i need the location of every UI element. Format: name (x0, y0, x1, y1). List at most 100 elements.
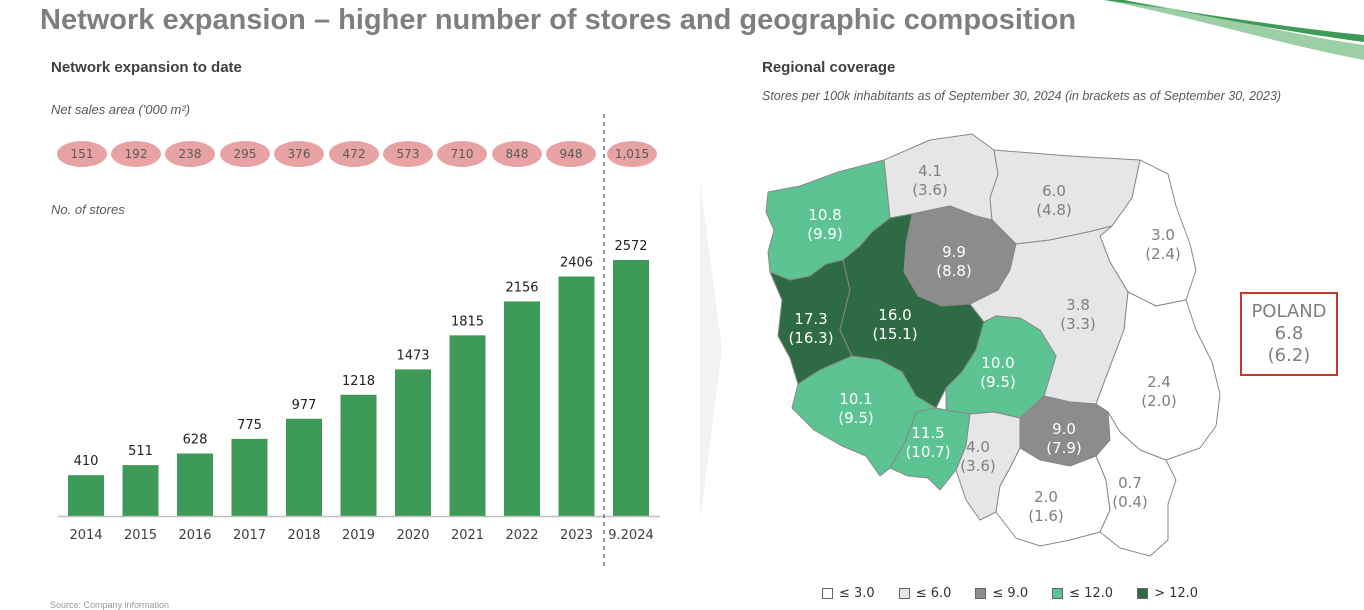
region-prev-value-label: (4.8) (1036, 201, 1072, 219)
region-value-label: 9.9 (942, 243, 966, 261)
legend-label: ≤ 3.0 (839, 586, 875, 601)
x-tick-label: 2015 (124, 528, 157, 543)
region-value-label: 4.1 (918, 162, 942, 180)
region-prev-value-label: (3.6) (912, 181, 948, 199)
region-value-label: 16.0 (878, 306, 911, 324)
x-tick-label: 2017 (233, 528, 266, 543)
net-sales-area-pill: 710 (437, 141, 487, 167)
legend-label: ≤ 6.0 (915, 586, 952, 601)
stores-bar-chart: 410 2014 511 2015 628 2016 775 2017 977 2018 1218 2… (58, 114, 660, 566)
bar-value-label: 1218 (342, 374, 375, 389)
region-value-label: 4.0 (966, 438, 990, 456)
bar-value-label: 628 (183, 432, 208, 447)
region-value-label: 2.4 (1147, 373, 1171, 391)
net-sales-area-pill: 151 (57, 141, 107, 167)
map-legend: ≤ 3.0 ≤ 6.0 ≤ 9.0 ≤ 12.0 > 12.0 (822, 586, 1198, 601)
region-prev-value-label: (9.5) (838, 409, 874, 427)
x-tick-label: 2019 (342, 528, 375, 543)
region-value-label: 10.8 (808, 206, 841, 224)
region-value-label: 10.0 (981, 354, 1014, 372)
net-sales-area-pill: 848 (492, 141, 542, 167)
region-value-label: 17.3 (794, 310, 827, 328)
net-sales-area-label: Net sales area ('000 m²) (51, 102, 191, 117)
bar-value-label: 511 (128, 444, 153, 459)
bar-value-label: 2572 (614, 239, 647, 254)
legend-label: ≤ 12.0 (1069, 586, 1114, 601)
x-tick-label: 2018 (287, 528, 320, 543)
x-tick-label: 2023 (560, 528, 593, 543)
region-value-label: 3.8 (1066, 296, 1090, 314)
bar-2020 (395, 369, 431, 516)
legend-swatch (975, 588, 987, 599)
region-value-label: 3.0 (1151, 226, 1175, 244)
bar-value-label: 775 (237, 418, 262, 433)
bar-value-label: 1473 (396, 348, 429, 363)
legend-item: ≤ 12.0 (1052, 586, 1113, 601)
legend-swatch (1137, 588, 1149, 599)
bar-value-label: 410 (74, 454, 99, 469)
bar-value-label: 2406 (560, 256, 593, 271)
region-prev-value-label: (3.3) (1060, 315, 1096, 333)
poland-label: POLAND (1251, 301, 1327, 322)
bar-2023 (558, 276, 595, 516)
net-sales-area-pill: 573 (383, 141, 433, 167)
bar-2014 (68, 475, 104, 516)
legend-item: ≤ 6.0 (898, 586, 952, 601)
region-value-label: 0.7 (1118, 474, 1142, 492)
source-note: Source: Company information (50, 600, 170, 610)
x-tick-label: 9.2024 (608, 528, 654, 543)
bar-2017 (231, 438, 268, 516)
legend-swatch (898, 588, 910, 599)
net-sales-area-pill: 238 (165, 141, 215, 167)
poland-value: 6.8 (1274, 323, 1304, 344)
net-sales-area-pill: 1,015 (607, 141, 657, 167)
poland-total-box: POLAND 6.8 (6.2) (1240, 292, 1338, 376)
x-tick-label: 2022 (505, 528, 538, 543)
region-prev-value-label: (3.6) (960, 457, 996, 475)
network-expansion-heading: Network expansion to date (51, 59, 242, 76)
region-prev-value-label: (15.1) (872, 325, 917, 343)
bar-value-label: 1815 (451, 314, 484, 329)
legend-label: > 12.0 (1154, 586, 1199, 601)
x-tick-label: 2016 (178, 528, 211, 543)
region-prev-value-label: (8.8) (936, 262, 972, 280)
region-opolskie (889, 407, 971, 491)
x-tick-label: 2021 (451, 528, 484, 543)
bar-2019 (340, 394, 377, 516)
regional-coverage-heading: Regional coverage (762, 59, 896, 76)
bar-2021 (449, 335, 486, 516)
region-lubelskie (1095, 291, 1221, 461)
net-sales-area-pill: 376 (274, 141, 324, 167)
bar-value-label: 977 (292, 398, 317, 413)
bar-value-label: 2156 (505, 280, 538, 295)
bar-9.2024 (613, 260, 649, 516)
no-of-stores-label: No. of stores (51, 202, 125, 217)
page-title: Network expansion – higher number of sto… (40, 4, 1077, 36)
region-prev-value-label: (10.7) (905, 443, 950, 461)
region-prev-value-label: (2.0) (1141, 392, 1177, 410)
poland-regions-map: 10.8(9.9)4.1(3.6) 6.0(4.8)3.0(2.4)9.9(8.8… (765, 133, 1221, 557)
legend-swatch (1052, 588, 1064, 599)
x-tick-label: 2020 (396, 528, 429, 543)
legend-item: > 12.0 (1137, 586, 1198, 601)
region-prev-value-label: (7.9) (1046, 439, 1082, 457)
legend-item: ≤ 3.0 (822, 586, 875, 601)
legend-swatch (822, 588, 833, 599)
region-prev-value-label: (9.9) (807, 225, 843, 243)
region-value-label: 6.0 (1042, 182, 1066, 200)
poland-prev-value: (6.2) (1267, 345, 1311, 366)
net-sales-area-pill: 472 (329, 141, 379, 167)
region-prev-value-label: (0.4) (1112, 493, 1148, 511)
bar-2022 (504, 301, 540, 516)
region-value-label: 9.0 (1052, 420, 1076, 438)
region-value-label: 11.5 (911, 424, 944, 442)
net-sales-area-pill: 295 (220, 141, 270, 167)
net-sales-area-pill: 192 (111, 141, 161, 167)
bar-2015 (122, 465, 159, 516)
bar-2016 (177, 453, 213, 516)
region-prev-value-label: (9.5) (980, 373, 1016, 391)
region-value-label: 10.1 (839, 390, 872, 408)
regional-coverage-subtitle: Stores per 100k inhabitants as of Septem… (762, 89, 1282, 103)
x-tick-label: 2014 (69, 528, 102, 543)
net-sales-area-pill: 948 (546, 141, 596, 167)
